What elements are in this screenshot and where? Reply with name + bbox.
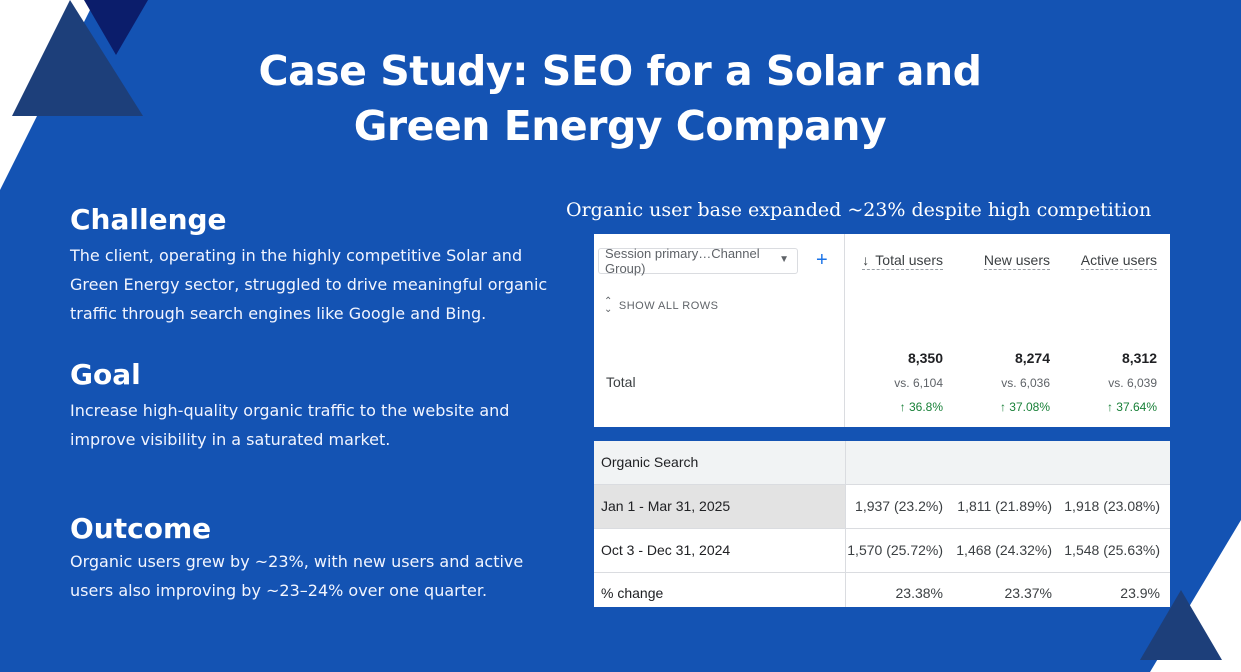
table-cell: 23.38% (895, 585, 943, 601)
metric-change: ↑ 37.64% (1106, 400, 1157, 414)
metric-column-total-users: ↓ Total users 8,350 vs. 6,104 ↑ 36.8% (846, 234, 951, 427)
metric-value: 8,350 (907, 350, 943, 366)
table-row[interactable]: % change 23.38% 23.37% 23.9% (594, 573, 1170, 607)
dimension-column: Session primary…Channel Group) ▼ + ⌃ ⌄ SH… (594, 234, 845, 427)
metric-column-new-users: New users 8,274 vs. 6,036 ↑ 37.08% (953, 234, 1058, 427)
table-cell: 1,918 (23.08%) (1064, 498, 1160, 514)
table-row[interactable]: Oct 3 - Dec 31, 2024 1,570 (25.72%) 1,46… (594, 529, 1170, 573)
report-summary-card: Session primary…Channel Group) ▼ + ⌃ ⌄ SH… (594, 234, 1170, 427)
dimension-select-label: Session primary…Channel Group) (605, 246, 760, 276)
outcome-heading: Outcome (70, 512, 212, 545)
metric-header-new-users[interactable]: New users (983, 252, 1050, 270)
metric-value: 8,312 (1121, 350, 1157, 366)
metric-value: 8,274 (1014, 350, 1050, 366)
page-title: Case Study: SEO for a Solar and Green En… (180, 44, 1060, 154)
title-line-1: Case Study: SEO for a Solar and (258, 47, 982, 95)
add-dimension-button[interactable]: + (816, 249, 828, 271)
metric-comparison: vs. 6,104 (894, 376, 943, 390)
goal-section: Goal Increase high-quality organic traff… (70, 358, 570, 454)
caret-down-icon: ▼ (779, 254, 789, 265)
table-cell: 23.9% (1120, 585, 1160, 601)
row-label: Oct 3 - Dec 31, 2024 (594, 529, 846, 572)
dimension-select[interactable]: Session primary…Channel Group) ▼ (598, 246, 798, 276)
metric-comparison: vs. 6,036 (1001, 376, 1050, 390)
table-cell: 1,548 (25.63%) (1064, 542, 1160, 558)
triangle-top-left-icon (12, 0, 143, 116)
challenge-heading: Challenge (70, 203, 227, 236)
metric-header-active-users[interactable]: Active users (1080, 252, 1157, 270)
goal-body: Increase high-quality organic traffic to… (70, 401, 510, 449)
metric-header-total-users[interactable]: ↓ Total users (862, 252, 943, 270)
triangle-navy-icon (84, 0, 148, 55)
table-row-segment: Organic Search (594, 441, 1170, 485)
outcome-section: Outcome Organic users grew by ~23%, with… (70, 512, 570, 605)
row-label: % change (594, 573, 846, 607)
metric-column-active-users: Active users 8,312 vs. 6,039 ↑ 37.64% (1060, 234, 1165, 427)
report-breakdown-table: Organic Search Jan 1 - Mar 31, 2025 1,93… (594, 441, 1170, 607)
table-cell: 23.37% (1004, 585, 1052, 601)
metric-name: New users (983, 252, 1050, 268)
triangle-bottom-right-icon (1140, 590, 1222, 660)
goal-heading: Goal (70, 358, 141, 391)
arrow-down-icon: ↓ (862, 252, 870, 268)
metric-change: ↑ 36.8% (899, 400, 943, 414)
table-cell: 1,811 (21.89%) (957, 498, 1052, 514)
metric-comparison: vs. 6,039 (1108, 376, 1157, 390)
title-line-2: Green Energy Company (353, 102, 887, 150)
table-row[interactable]: Jan 1 - Mar 31, 2025 1,937 (23.2%) 1,811… (594, 485, 1170, 529)
table-cell: 1,468 (24.32%) (956, 542, 1052, 558)
show-all-rows-button[interactable]: ⌃ ⌄ SHOW ALL ROWS (604, 296, 719, 315)
total-label: Total (606, 374, 636, 390)
metric-name: Total users (875, 252, 943, 268)
table-cell: 1,937 (23.2%) (855, 498, 943, 514)
show-all-rows-label: SHOW ALL ROWS (618, 300, 719, 312)
metric-change: ↑ 37.08% (999, 400, 1050, 414)
table-cell: 1,570 (25.72%) (847, 542, 943, 558)
expand-icon: ⌃ ⌄ (604, 296, 613, 315)
challenge-body: The client, operating in the highly comp… (70, 246, 548, 323)
metric-name: Active users (1080, 252, 1157, 268)
outcome-body: Organic users grew by ~23%, with new use… (70, 552, 524, 600)
challenge-section: Challenge The client, operating in the h… (70, 203, 570, 328)
row-label: Jan 1 - Mar 31, 2025 (594, 485, 846, 528)
segment-label: Organic Search (594, 441, 846, 484)
report-caption: Organic user base expanded ~23% despite … (566, 199, 1152, 221)
